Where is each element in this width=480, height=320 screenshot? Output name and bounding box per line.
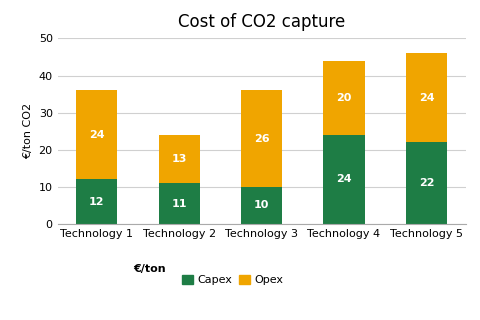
Bar <box>158 135 200 183</box>
Bar <box>241 90 282 187</box>
Bar <box>406 53 447 142</box>
Text: 22: 22 <box>419 178 434 188</box>
Text: €/ton: €/ton <box>133 264 166 274</box>
Text: 24: 24 <box>336 174 352 184</box>
Bar <box>241 187 282 224</box>
Text: 12: 12 <box>89 197 105 207</box>
Text: 26: 26 <box>254 134 269 144</box>
Bar <box>324 135 365 224</box>
Title: Cost of CO2 capture: Cost of CO2 capture <box>178 13 345 31</box>
Bar <box>158 183 200 224</box>
Text: 13: 13 <box>171 154 187 164</box>
Text: 10: 10 <box>254 200 269 211</box>
Text: 24: 24 <box>89 130 105 140</box>
Bar <box>406 142 447 224</box>
Text: 20: 20 <box>336 93 352 103</box>
Text: 24: 24 <box>419 93 434 103</box>
Text: 11: 11 <box>171 199 187 209</box>
Bar <box>76 90 117 180</box>
Bar <box>76 180 117 224</box>
Bar <box>324 61 365 135</box>
Y-axis label: €/ton CO2: €/ton CO2 <box>23 103 33 159</box>
Legend: Capex, Opex: Capex, Opex <box>178 270 288 290</box>
